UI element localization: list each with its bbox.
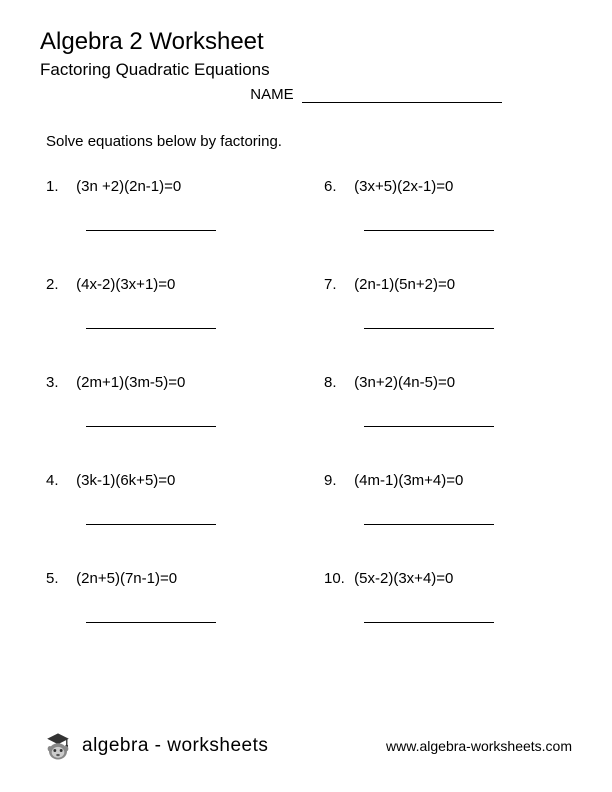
problem-item: 9. (4m-1)(3m+4)=0 — [324, 472, 572, 570]
problem-item: 1. (3n +2)(2n-1)=0 — [46, 178, 294, 276]
problem-item: 6. (3x+5)(2x-1)=0 — [324, 178, 572, 276]
problem-text: 2. (4x-2)(3x+1)=0 — [46, 276, 294, 293]
problem-text: 5. (2n+5)(7n-1)=0 — [46, 570, 294, 587]
problem-item: 10. (5x-2)(3x+4)=0 — [324, 570, 572, 668]
problem-text: 10. (5x-2)(3x+4)=0 — [324, 570, 572, 587]
logo-group: algebra - worksheets — [40, 728, 268, 764]
problem-item: 5. (2n+5)(7n-1)=0 — [46, 570, 294, 668]
name-row: NAME — [40, 86, 572, 103]
problem-number: 2. — [46, 276, 72, 293]
footer: algebra - worksheets www.algebra-workshe… — [40, 728, 572, 764]
footer-url: www.algebra-worksheets.com — [386, 738, 572, 754]
answer-blank-line — [364, 426, 494, 427]
problem-number: 3. — [46, 374, 72, 391]
problem-item: 8. (3n+2)(4n-5)=0 — [324, 374, 572, 472]
problem-equation: (5x-2)(3x+4)=0 — [354, 570, 453, 587]
problem-equation: (2n-1)(5n+2)=0 — [354, 276, 455, 293]
problem-text: 7. (2n-1)(5n+2)=0 — [324, 276, 572, 293]
problem-equation: (3n+2)(4n-5)=0 — [354, 374, 455, 391]
problems-grid: 1. (3n +2)(2n-1)=0 2. (4x-2)(3x+1)=0 3. … — [40, 178, 572, 668]
answer-blank-line — [86, 622, 216, 623]
problem-equation: (3n +2)(2n-1)=0 — [76, 178, 181, 195]
problem-item: 7. (2n-1)(5n+2)=0 — [324, 276, 572, 374]
name-blank-line — [302, 102, 502, 103]
problem-number: 6. — [324, 178, 350, 195]
problem-equation: (4x-2)(3x+1)=0 — [76, 276, 175, 293]
problem-equation: (2m+1)(3m-5)=0 — [76, 374, 185, 391]
answer-blank-line — [364, 328, 494, 329]
problem-equation: (3k-1)(6k+5)=0 — [76, 472, 175, 489]
problem-text: 8. (3n+2)(4n-5)=0 — [324, 374, 572, 391]
problem-equation: (3x+5)(2x-1)=0 — [354, 178, 453, 195]
problem-item: 3. (2m+1)(3m-5)=0 — [46, 374, 294, 472]
problem-text: 6. (3x+5)(2x-1)=0 — [324, 178, 572, 195]
problem-number: 10. — [324, 570, 350, 587]
problem-text: 4. (3k-1)(6k+5)=0 — [46, 472, 294, 489]
problem-number: 8. — [324, 374, 350, 391]
page-subtitle: Factoring Quadratic Equations — [40, 60, 572, 80]
logo-text: algebra - worksheets — [82, 735, 268, 757]
problem-number: 9. — [324, 472, 350, 489]
name-label: NAME — [250, 86, 293, 103]
answer-blank-line — [364, 524, 494, 525]
page-title: Algebra 2 Worksheet — [40, 28, 572, 56]
answer-blank-line — [86, 328, 216, 329]
answer-blank-line — [86, 230, 216, 231]
mascot-icon — [40, 728, 76, 764]
problem-text: 1. (3n +2)(2n-1)=0 — [46, 178, 294, 195]
instructions-text: Solve equations below by factoring. — [40, 133, 572, 150]
answer-blank-line — [86, 426, 216, 427]
answer-blank-line — [364, 230, 494, 231]
problem-text: 3. (2m+1)(3m-5)=0 — [46, 374, 294, 391]
problem-number: 1. — [46, 178, 72, 195]
answer-blank-line — [86, 524, 216, 525]
problem-number: 7. — [324, 276, 350, 293]
problem-text: 9. (4m-1)(3m+4)=0 — [324, 472, 572, 489]
problem-item: 2. (4x-2)(3x+1)=0 — [46, 276, 294, 374]
problem-equation: (2n+5)(7n-1)=0 — [76, 570, 177, 587]
problem-number: 4. — [46, 472, 72, 489]
problem-number: 5. — [46, 570, 72, 587]
problem-equation: (4m-1)(3m+4)=0 — [354, 472, 463, 489]
problem-item: 4. (3k-1)(6k+5)=0 — [46, 472, 294, 570]
answer-blank-line — [364, 622, 494, 623]
